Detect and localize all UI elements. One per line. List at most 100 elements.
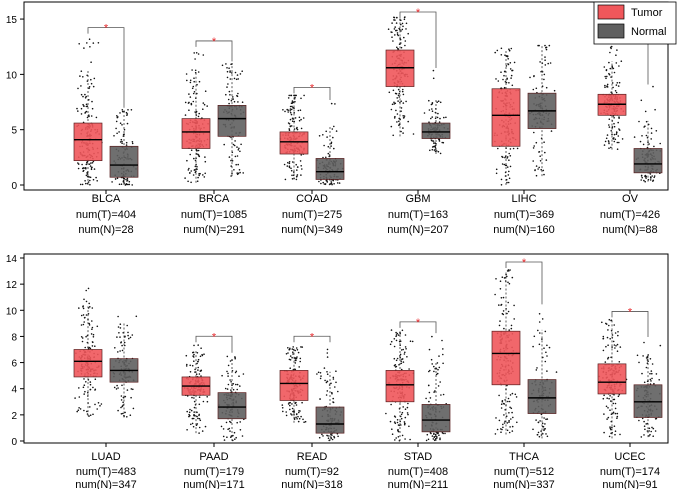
data-point	[299, 360, 302, 363]
data-point	[612, 402, 615, 405]
data-point	[193, 411, 195, 413]
data-point	[125, 144, 128, 146]
data-point	[337, 390, 339, 393]
data-point	[394, 34, 396, 36]
data-point	[641, 372, 643, 375]
data-point	[404, 416, 407, 419]
data-point	[302, 117, 305, 119]
data-point	[89, 381, 92, 383]
data-point	[198, 426, 201, 429]
data-point	[435, 150, 438, 152]
data-point	[638, 120, 640, 123]
data-point	[121, 384, 123, 387]
data-point	[322, 181, 325, 184]
top-panel: 0 5 10 15 * BLCA num(T)=404 num(N)=28 * BRCA num(T…	[6, 1, 677, 236]
data-point	[194, 69, 197, 72]
data-point	[85, 381, 87, 383]
data-point	[511, 425, 514, 428]
data-point	[231, 160, 234, 162]
data-point	[651, 426, 653, 429]
data-point	[194, 171, 197, 174]
data-point	[645, 366, 648, 369]
data-point	[389, 343, 392, 346]
data-point	[648, 430, 650, 432]
data-point	[92, 336, 95, 338]
data-point	[495, 278, 497, 280]
data-point	[83, 105, 85, 107]
data-point	[608, 324, 610, 327]
data-point	[298, 119, 301, 122]
data-point	[540, 430, 542, 432]
data-point	[318, 180, 320, 183]
data-point	[226, 76, 229, 79]
num-normal-label: num(N)=211	[388, 479, 449, 489]
data-point	[197, 360, 199, 363]
data-point	[403, 115, 406, 117]
significance-star: *	[628, 306, 633, 318]
data-point	[290, 413, 292, 415]
num-normal-label: num(N)=28	[78, 224, 133, 236]
tumor-box	[73, 349, 103, 378]
data-point	[92, 386, 94, 389]
data-point	[608, 126, 611, 128]
data-point	[238, 147, 240, 150]
data-point	[539, 155, 541, 157]
data-point	[539, 160, 542, 162]
data-point	[89, 179, 91, 182]
data-point	[89, 383, 92, 386]
data-point	[511, 276, 514, 279]
data-point	[116, 177, 119, 180]
data-point	[620, 60, 623, 62]
num-tumor-label: num(T)=1085	[181, 209, 247, 221]
data-point	[330, 102, 333, 105]
data-point	[542, 169, 545, 172]
data-point	[611, 82, 614, 84]
data-point	[297, 109, 300, 112]
data-point	[614, 433, 616, 436]
data-point	[440, 394, 442, 396]
data-point	[235, 436, 237, 439]
data-point	[498, 304, 500, 306]
data-point	[223, 439, 226, 441]
data-point	[196, 83, 198, 86]
data-point	[204, 90, 207, 92]
data-point	[81, 337, 84, 339]
data-point	[609, 67, 612, 70]
data-point	[532, 147, 535, 149]
significance-bracket	[293, 335, 331, 343]
data-point	[317, 371, 320, 374]
data-point	[538, 343, 541, 346]
num-normal-label: num(N)=91	[602, 479, 657, 489]
data-point	[538, 166, 540, 169]
data-point	[425, 439, 428, 442]
data-point	[186, 429, 188, 431]
data-point	[193, 360, 195, 363]
data-point	[299, 160, 302, 162]
data-point	[325, 381, 328, 384]
data-point	[401, 434, 404, 437]
data-point	[230, 136, 232, 139]
data-point	[113, 386, 116, 389]
data-point	[228, 102, 230, 105]
data-point	[404, 44, 406, 47]
data-point	[610, 130, 612, 132]
data-point	[618, 129, 621, 131]
data-point	[613, 117, 615, 119]
data-point	[82, 103, 84, 106]
data-point	[281, 404, 284, 406]
data-point	[232, 388, 235, 391]
data-point	[614, 90, 617, 92]
data-point	[501, 400, 504, 403]
data-point	[237, 92, 239, 95]
num-tumor-label: num(T)=369	[494, 209, 554, 221]
data-point	[543, 78, 545, 81]
data-point	[88, 115, 90, 118]
data-point	[230, 381, 232, 383]
data-point	[190, 170, 192, 172]
data-point	[397, 334, 400, 336]
data-point	[538, 321, 541, 323]
data-point	[234, 71, 237, 74]
data-point	[90, 82, 93, 85]
data-point	[404, 422, 406, 425]
